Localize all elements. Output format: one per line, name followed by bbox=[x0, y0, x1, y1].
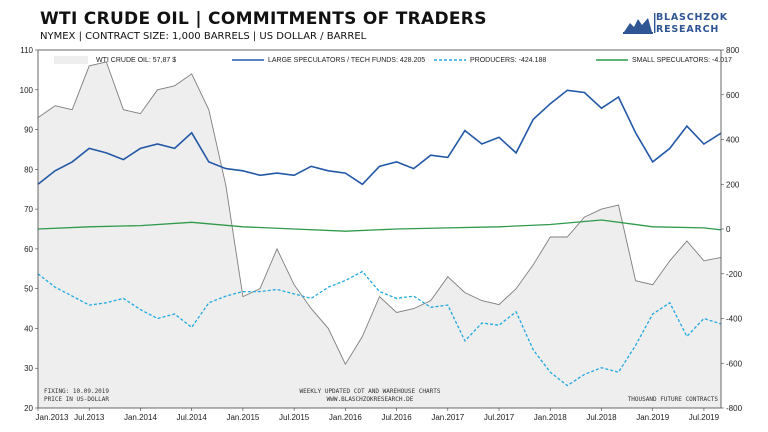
x-tick-label: Jul.2019 bbox=[689, 413, 720, 422]
x-tick-label: Jul.2013 bbox=[74, 413, 105, 422]
series-area-wti-price bbox=[38, 61, 721, 409]
note-right-unit: THOUSAND FUTURE CONTRACTS bbox=[628, 396, 719, 403]
legend-label: SMALL SPECULATORS: -4.017 bbox=[632, 57, 732, 64]
right-tick-label: 200 bbox=[726, 180, 740, 189]
blaschzok-logo-icon bbox=[623, 13, 656, 34]
left-tick-label: 80 bbox=[24, 165, 33, 174]
note-center-2: WWW.BLASCHZOKRESEARCH.DE bbox=[327, 396, 414, 403]
right-tick-label: 800 bbox=[726, 46, 740, 55]
x-tick-label: Jan.2017 bbox=[431, 413, 464, 422]
legend-swatch-wti-price bbox=[54, 56, 88, 64]
left-tick-label: 110 bbox=[20, 46, 33, 55]
left-tick-label: 20 bbox=[24, 404, 33, 413]
chart-legend: WTI CRUDE OIL: 57,87 $ LARGE SPECULATORS … bbox=[54, 56, 732, 64]
x-tick-label: Jan.2018 bbox=[534, 413, 567, 422]
x-tick-label: Jul.2014 bbox=[177, 413, 208, 422]
x-tick-label: Jul.2018 bbox=[586, 413, 617, 422]
right-tick-label: -800 bbox=[726, 404, 743, 413]
left-tick-label: 30 bbox=[24, 364, 33, 373]
right-tick-label: 0 bbox=[726, 225, 731, 234]
right-tick-label: -400 bbox=[726, 315, 743, 324]
right-tick-label: 600 bbox=[726, 91, 740, 100]
x-tick-label: Jul.2017 bbox=[484, 413, 515, 422]
left-tick-label: 100 bbox=[20, 86, 34, 95]
legend-label: WTI CRUDE OIL: 57,87 $ bbox=[96, 57, 176, 64]
x-tick-label: Jan.2013 bbox=[36, 413, 69, 422]
left-tick-label: 90 bbox=[24, 126, 33, 135]
x-tick-label: Jul.2015 bbox=[279, 413, 310, 422]
right-tick-label: -600 bbox=[726, 359, 743, 368]
legend-label: PRODUCERS: -424.188 bbox=[470, 57, 546, 64]
series-line-large-speculators bbox=[37, 89, 722, 186]
note-price-unit: PRICE IN US-DOLLAR bbox=[44, 396, 109, 403]
right-tick-label: -200 bbox=[726, 270, 743, 279]
note-fixing: FIXING: 10.09.2019 bbox=[44, 388, 109, 395]
legend-label: LARGE SPECULATORS / TECH FUNDS: 428.205 bbox=[268, 57, 425, 64]
x-tick-label: Jul.2016 bbox=[381, 413, 412, 422]
left-tick-label: 40 bbox=[24, 324, 33, 333]
logo-line-2: RESEARCH bbox=[656, 24, 720, 35]
right-tick-label: 400 bbox=[726, 136, 740, 145]
x-tick-label: Jan.2015 bbox=[226, 413, 259, 422]
chart-title: WTI CRUDE OIL | COMMITMENTS OF TRADERS bbox=[40, 9, 487, 29]
left-tick-label: 60 bbox=[24, 245, 33, 254]
logo-line-1: BLASCHZOK bbox=[656, 12, 728, 23]
x-tick-label: Jan.2014 bbox=[124, 413, 157, 422]
left-tick-label: 50 bbox=[24, 285, 33, 294]
left-tick-label: 70 bbox=[24, 205, 33, 214]
x-tick-label: Jan.2019 bbox=[636, 413, 669, 422]
note-center-1: WEEKLY UPDATED COT AND WAREHOUSE CHARTS bbox=[300, 388, 441, 395]
series-line-small-speculators bbox=[37, 219, 722, 232]
series-line-wti-price bbox=[37, 61, 722, 366]
series-line-producers bbox=[37, 270, 722, 387]
chart-subtitle: NYMEX | CONTRACT SIZE: 1,000 BARRELS | U… bbox=[40, 31, 367, 42]
x-tick-label: Jan.2016 bbox=[329, 413, 362, 422]
